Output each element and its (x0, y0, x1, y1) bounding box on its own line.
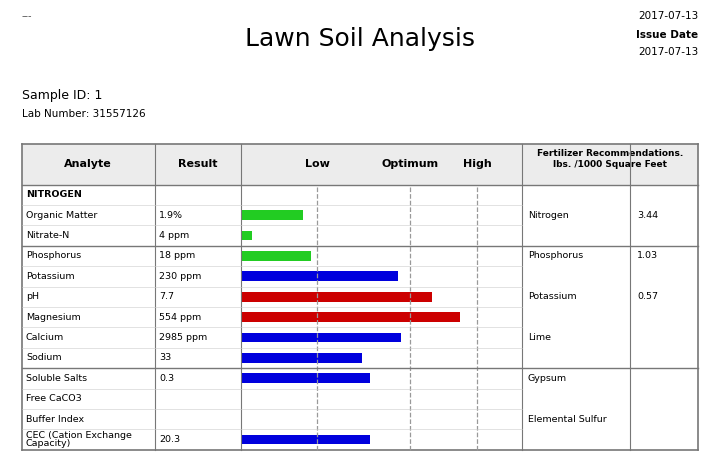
Text: Potassium: Potassium (26, 272, 75, 281)
Text: Gypsum: Gypsum (528, 374, 567, 383)
Text: Issue Date: Issue Date (636, 30, 698, 40)
Text: 4 ppm: 4 ppm (159, 231, 189, 240)
Bar (241, 435, 370, 444)
Text: CEC (Cation Exchange: CEC (Cation Exchange (26, 431, 132, 441)
Text: Organic Matter: Organic Matter (26, 211, 97, 220)
Text: Sodium: Sodium (26, 354, 61, 362)
Text: 7.7: 7.7 (159, 292, 174, 301)
Bar (241, 333, 401, 343)
Text: Nitrogen: Nitrogen (528, 211, 569, 220)
Text: Capacity): Capacity) (26, 439, 71, 448)
Text: 33: 33 (159, 354, 171, 362)
Text: 1.9%: 1.9% (159, 211, 183, 220)
Bar (241, 210, 303, 220)
Text: Elemental Sulfur: Elemental Sulfur (528, 414, 606, 424)
Bar (241, 231, 253, 240)
Text: NITROGEN: NITROGEN (26, 190, 82, 199)
Bar (22, 144, 698, 185)
Text: Lime: Lime (528, 333, 551, 342)
Text: Sample ID: 1: Sample ID: 1 (22, 89, 102, 102)
Text: Optimum: Optimum (381, 159, 438, 169)
Text: 2017-07-13: 2017-07-13 (638, 11, 698, 22)
Text: Phosphorus: Phosphorus (528, 251, 583, 261)
Text: Buffer Index: Buffer Index (26, 414, 84, 424)
Text: pH: pH (26, 292, 39, 301)
Bar (241, 353, 362, 363)
Text: 1.03: 1.03 (637, 251, 658, 261)
Text: Phosphorus: Phosphorus (26, 251, 81, 261)
Text: Nitrate-N: Nitrate-N (26, 231, 69, 240)
Text: ---: --- (22, 11, 32, 22)
Text: 18 ppm: 18 ppm (159, 251, 195, 261)
Text: Potassium: Potassium (528, 292, 577, 301)
Bar (241, 272, 398, 281)
Bar (241, 292, 432, 302)
Text: 554 ppm: 554 ppm (159, 313, 202, 322)
Bar (241, 373, 370, 383)
Text: Lawn Soil Analysis: Lawn Soil Analysis (245, 27, 475, 51)
Text: Magnesium: Magnesium (26, 313, 81, 322)
Bar (241, 251, 311, 261)
Text: Free CaCO3: Free CaCO3 (26, 394, 81, 403)
Text: Calcium: Calcium (26, 333, 64, 342)
Text: Low: Low (305, 159, 330, 169)
Text: 2017-07-13: 2017-07-13 (638, 47, 698, 57)
Text: Soluble Salts: Soluble Salts (26, 374, 87, 383)
Text: Analyte: Analyte (64, 159, 112, 169)
Bar (241, 312, 460, 322)
Text: Fertilizer Recommendations.
lbs. /1000 Square Feet: Fertilizer Recommendations. lbs. /1000 S… (537, 148, 683, 169)
Text: 2985 ppm: 2985 ppm (159, 333, 207, 342)
Text: 3.44: 3.44 (637, 211, 658, 220)
Text: 0.3: 0.3 (159, 374, 174, 383)
Text: 230 ppm: 230 ppm (159, 272, 202, 281)
Text: Result: Result (179, 159, 217, 169)
Text: 20.3: 20.3 (159, 435, 180, 444)
Text: Lab Number: 31557126: Lab Number: 31557126 (22, 109, 145, 119)
Text: 0.57: 0.57 (637, 292, 658, 301)
Text: High: High (463, 159, 492, 169)
